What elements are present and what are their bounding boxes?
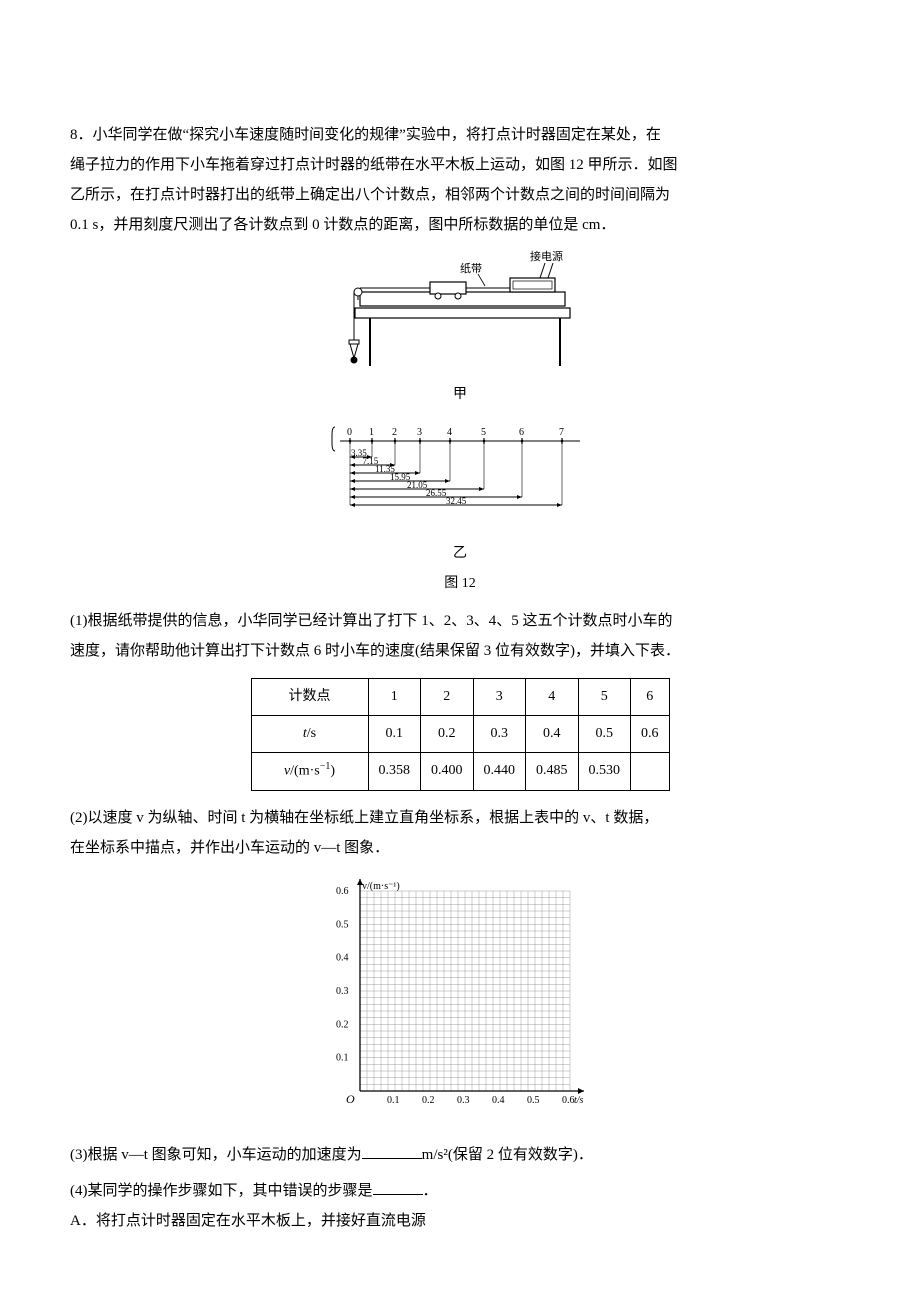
table-cell: 0.3: [473, 716, 526, 753]
sub2-line-2: 在坐标系中描点，并作出小车运动的 v—t 图象．: [70, 833, 850, 863]
tape-svg: 012345673.357.1511.3515.9521.0526.5532.4…: [330, 417, 590, 527]
svg-text:5: 5: [481, 427, 486, 438]
table-cell: t/s: [251, 716, 368, 753]
svg-text:32.45: 32.45: [446, 496, 467, 506]
svg-text:0.1: 0.1: [336, 1052, 349, 1063]
sub4-blank[interactable]: [373, 1179, 423, 1195]
table-header-cell: 1: [368, 679, 421, 716]
svg-text:2: 2: [392, 427, 397, 438]
svg-text:0: 0: [347, 427, 352, 438]
figure-12-caption: 图 12: [70, 570, 850, 598]
sub1-line-2: 速度，请你帮助他计算出打下计数点 6 时小车的速度(结果保留 3 位有效数字)，…: [70, 636, 850, 666]
svg-text:0.3: 0.3: [336, 986, 349, 997]
option-a: A．将打点计时器固定在水平木板上，并接好直流电源: [70, 1206, 850, 1236]
svg-text:21.05: 21.05: [407, 480, 428, 490]
svg-text:0.4: 0.4: [336, 952, 349, 963]
svg-text:0.6: 0.6: [336, 886, 349, 897]
sub4-pre: (4)某同学的操作步骤如下，其中错误的步骤是: [70, 1183, 373, 1199]
table-cell: 0.530: [578, 753, 631, 791]
table-cell: 0.1: [368, 716, 421, 753]
problem-line-1: 8．小华同学在做“探究小车速度随时间变化的规律”实验中，将打点计时器固定在某处，…: [70, 120, 850, 150]
sub3-blank[interactable]: [362, 1143, 422, 1159]
svg-text:0.3: 0.3: [457, 1095, 470, 1106]
svg-text:0.6: 0.6: [562, 1095, 575, 1106]
apparatus-caption: 甲: [70, 381, 850, 409]
table-header-cell: 6: [631, 679, 670, 716]
table-header-cell: 5: [578, 679, 631, 716]
sub2-line-1: (2)以速度 v 为纵轴、时间 t 为横轴在坐标纸上建立直角坐标系，根据上表中的…: [70, 803, 850, 833]
problem-line-3: 乙所示，在打点计时器打出的纸带上确定出八个计数点，相邻两个计数点之间的时间间隔为: [70, 180, 850, 210]
svg-text:O: O: [346, 1092, 355, 1106]
svg-text:0.5: 0.5: [336, 919, 349, 930]
table-cell: 0.358: [368, 753, 421, 791]
table-header-cell: 计数点: [251, 679, 368, 716]
svg-text:0.2: 0.2: [336, 1019, 349, 1030]
svg-text:6: 6: [519, 427, 524, 438]
svg-text:26.55: 26.55: [426, 488, 447, 498]
table-cell: 0.485: [526, 753, 579, 791]
svg-text:7: 7: [559, 427, 564, 438]
problem-line-2: 绳子拉力的作用下小车拖着穿过打点计时器的纸带在水平木板上运动，如图 12 甲所示…: [70, 150, 850, 180]
grid-svg: 0.1 0.2 0.3 0.4 0.5 0.6 0.1 0.2 0.3 0.4 0.5 0.6 Ov/(…: [310, 871, 610, 1121]
table-header-cell: 3: [473, 679, 526, 716]
svg-text:t/s: t/s: [574, 1095, 584, 1106]
problem-line-4: 0.1 s，并用刻度尺测出了各计数点到 0 计数点的距离，图中所标数据的单位是 …: [70, 210, 850, 240]
table-cell: 0.400: [421, 753, 474, 791]
table-cell: 0.5: [578, 716, 631, 753]
table-cell: v/(m·s−1): [251, 753, 368, 791]
table-cell: [631, 753, 670, 791]
apparatus-svg: 接电源纸带: [330, 248, 590, 368]
sub3: (3)根据 v—t 图象可知，小车运动的加速度为 m/s²(保留 2 位有效数字)…: [70, 1140, 850, 1170]
sub4: (4)某同学的操作步骤如下，其中错误的步骤是 ．: [70, 1176, 850, 1206]
svg-text:v/(m·s⁻¹): v/(m·s⁻¹): [362, 881, 400, 892]
svg-text:接电源: 接电源: [530, 249, 563, 263]
tape-caption: 乙: [70, 540, 850, 568]
table-cell: 0.6: [631, 716, 670, 753]
sub3-pre: (3)根据 v—t 图象可知，小车运动的加速度为: [70, 1147, 362, 1163]
sub1-line-1: (1)根据纸带提供的信息，小华同学已经计算出了打下 1、2、3、4、5 这五个计…: [70, 606, 850, 636]
svg-text:0.5: 0.5: [527, 1095, 540, 1106]
table-cell: 0.440: [473, 753, 526, 791]
apparatus-figure: 接电源纸带 甲: [70, 248, 850, 409]
table-cell: 0.2: [421, 716, 474, 753]
svg-text:1: 1: [369, 427, 374, 438]
table-cell: 0.4: [526, 716, 579, 753]
tape-figure: 012345673.357.1511.3515.9521.0526.5532.4…: [70, 417, 850, 598]
table-header-cell: 4: [526, 679, 579, 716]
svg-text:纸带: 纸带: [460, 262, 482, 275]
svg-text:0.4: 0.4: [492, 1095, 505, 1106]
svg-text:3: 3: [417, 427, 422, 438]
svg-text:0.2: 0.2: [422, 1095, 435, 1106]
grid-figure: 0.1 0.2 0.3 0.4 0.5 0.6 0.1 0.2 0.3 0.4 0.5 0.6 Ov/(…: [70, 871, 850, 1132]
table-header-cell: 2: [421, 679, 474, 716]
svg-text:4: 4: [447, 427, 452, 438]
velocity-table: 计数点123456t/s0.10.20.30.40.50.6v/(m·s−1)0…: [251, 678, 670, 791]
sub4-post: ．: [423, 1183, 438, 1199]
svg-text:0.1: 0.1: [387, 1095, 400, 1106]
sub3-post: m/s²(保留 2 位有效数字)．: [422, 1147, 593, 1163]
